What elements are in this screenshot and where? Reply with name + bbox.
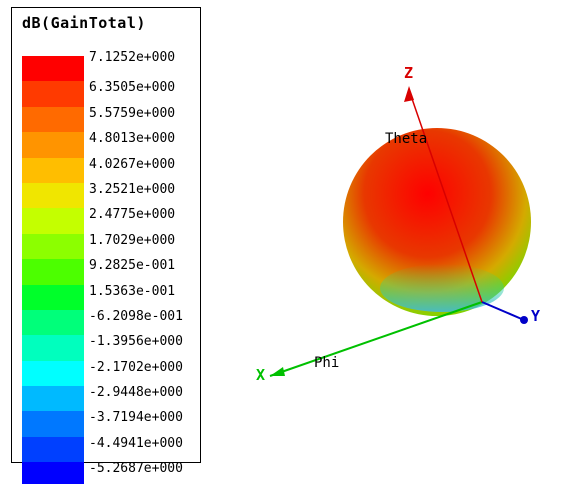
legend-color-swatch xyxy=(22,386,84,412)
theta-label: Theta xyxy=(385,131,428,147)
legend-value: -2.9448e+000 xyxy=(89,385,183,401)
legend-color-swatch xyxy=(22,462,84,485)
legend-title: dB(GainTotal) xyxy=(22,14,146,32)
gain-pattern-surface xyxy=(343,128,531,316)
legend-value: -6.2098e-001 xyxy=(89,308,183,324)
y-axis-label: Y xyxy=(531,307,541,325)
legend-row: 1.7029e+000 xyxy=(12,232,200,260)
legend-row: 3.2521e+000 xyxy=(12,181,200,209)
legend-color-swatch xyxy=(22,56,84,82)
legend-color-swatch xyxy=(22,157,84,183)
legend-color-swatch xyxy=(22,436,84,463)
legend-row: 4.8013e+000 xyxy=(12,131,200,158)
legend-value: 1.7029e+000 xyxy=(89,232,176,248)
gain-pattern-underside xyxy=(380,264,504,312)
x-axis-line xyxy=(269,301,483,377)
legend-value: 3.2521e+000 xyxy=(89,181,176,197)
legend-value: 6.3505e+000 xyxy=(89,80,176,96)
legend-color-swatch xyxy=(22,309,84,336)
y-axis-tip xyxy=(520,316,528,324)
legend-value: 7.1252e+000 xyxy=(89,50,176,65)
legend-row: -2.1702e+000 xyxy=(12,359,200,387)
legend-row: 2.4775e+000 xyxy=(12,207,200,234)
z-axis-line xyxy=(408,89,483,303)
legend-value: 4.8013e+000 xyxy=(89,131,176,147)
legend-color-swatch xyxy=(22,284,84,310)
legend-row: -1.3956e+000 xyxy=(12,334,200,361)
legend-value: -5.2687e+000 xyxy=(89,461,183,477)
legend-color-swatch xyxy=(22,259,84,285)
legend-color-swatch xyxy=(22,411,84,437)
plot-svg xyxy=(269,86,531,377)
legend-color-swatch xyxy=(22,106,84,133)
legend-row: 7.1252e+000 xyxy=(12,51,200,82)
phi-label: Phi xyxy=(314,355,340,371)
legend-rows: 7.1252e+000 6.3505e+000 5.5759e+000 4.8013e… xyxy=(12,51,200,488)
legend-color-swatch xyxy=(22,233,84,260)
legend-row: -5.2687e+000 xyxy=(12,462,200,487)
legend-row: 1.5363e-001 xyxy=(12,283,200,310)
y-axis-line xyxy=(481,301,525,321)
x-axis-label: X xyxy=(256,366,266,384)
legend-value: 1.5363e-001 xyxy=(89,283,176,299)
legend-row: 4.0267e+000 xyxy=(12,156,200,183)
legend-color-swatch xyxy=(22,182,84,209)
legend-row: -6.2098e-001 xyxy=(12,308,200,336)
legend-value: -1.3956e+000 xyxy=(89,334,183,350)
legend-row: 5.5759e+000 xyxy=(12,105,200,133)
legend-color-swatch xyxy=(22,132,84,158)
legend-value: -4.4941e+000 xyxy=(89,435,183,451)
legend-row: 9.2825e-001 xyxy=(12,258,200,285)
z-axis-label: Z xyxy=(404,64,414,82)
legend-row: 6.3505e+000 xyxy=(12,80,200,107)
legend-color-swatch xyxy=(22,208,84,234)
legend-value: 4.0267e+000 xyxy=(89,156,176,172)
legend-value: 2.4775e+000 xyxy=(89,207,176,223)
legend-value: 9.2825e-001 xyxy=(89,258,176,274)
radiation-pattern-plot[interactable]: Z Theta Y Phi X xyxy=(210,0,567,468)
x-axis-arrow xyxy=(270,367,285,376)
legend-color-swatch xyxy=(22,81,84,107)
legend-color-swatch xyxy=(22,360,84,387)
legend-value: -2.1702e+000 xyxy=(89,359,183,375)
legend-value: -3.7194e+000 xyxy=(89,410,183,426)
legend-row: -4.4941e+000 xyxy=(12,435,200,463)
legend-value: 5.5759e+000 xyxy=(89,105,176,121)
legend-row: -3.7194e+000 xyxy=(12,410,200,437)
legend-color-swatch xyxy=(22,335,84,361)
legend-row: -2.9448e+000 xyxy=(12,385,200,412)
z-axis-arrow xyxy=(404,86,414,102)
gain-legend: dB(GainTotal) 7.1252e+000 6.3505e+000 5.57… xyxy=(11,7,201,485)
